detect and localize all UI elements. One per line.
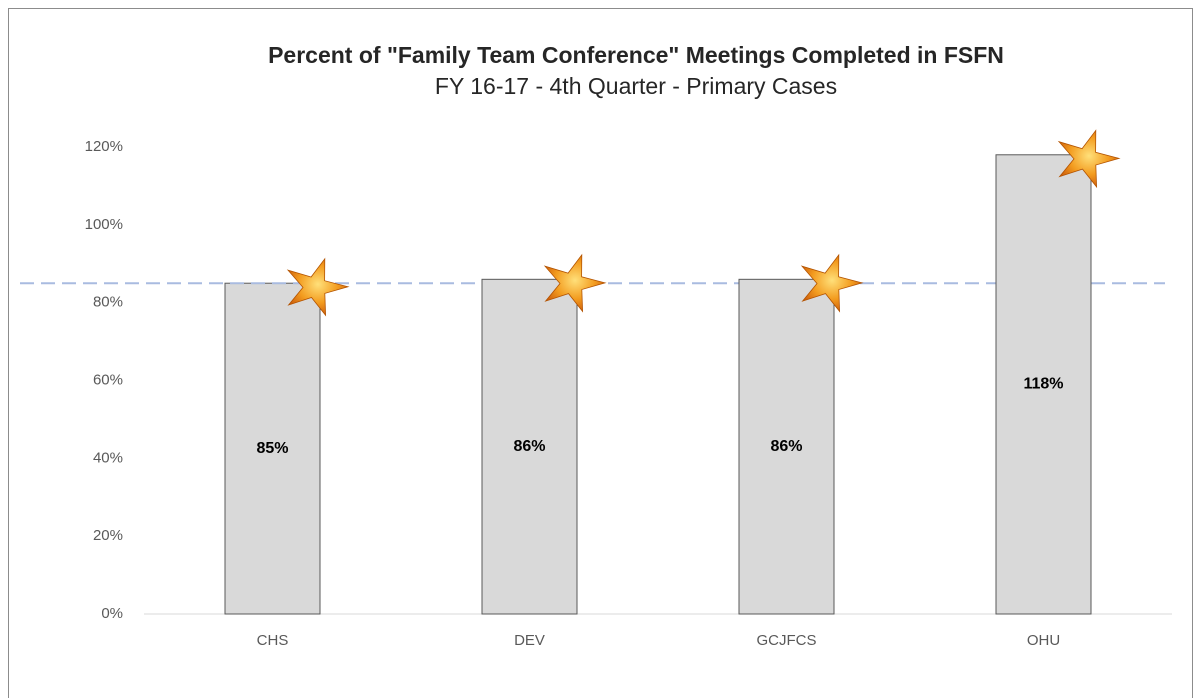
- value-label: 86%: [770, 438, 802, 455]
- y-tick-label: 100%: [85, 216, 123, 233]
- y-tick-label: 0%: [101, 605, 123, 622]
- y-tick-label: 60%: [93, 371, 123, 388]
- value-label: 118%: [1023, 376, 1063, 393]
- y-tick-label: 20%: [93, 527, 123, 544]
- bar: [995, 154, 1092, 615]
- y-tick-label: 80%: [93, 294, 123, 311]
- x-tick-label: GCJFCS: [757, 632, 817, 649]
- star-icon: [286, 257, 350, 317]
- star-icon: [1057, 129, 1121, 189]
- value-label: 85%: [256, 440, 288, 457]
- x-tick-label: CHS: [257, 632, 289, 649]
- chart-frame: [8, 8, 1193, 698]
- x-tick-label: DEV: [514, 632, 545, 649]
- chart-title: Percent of "Family Team Conference" Meet…: [268, 42, 1004, 68]
- bar: [224, 282, 321, 615]
- chart-subtitle: FY 16-17 - 4th Quarter - Primary Cases: [435, 73, 837, 99]
- value-label: 86%: [513, 438, 545, 455]
- x-tick-label: OHU: [1027, 632, 1060, 649]
- bar: [738, 278, 835, 615]
- star-icon: [800, 253, 864, 313]
- y-tick-label: 40%: [93, 449, 123, 466]
- bar: [481, 278, 578, 615]
- star-icon: [543, 253, 607, 313]
- y-tick-label: 120%: [85, 138, 123, 155]
